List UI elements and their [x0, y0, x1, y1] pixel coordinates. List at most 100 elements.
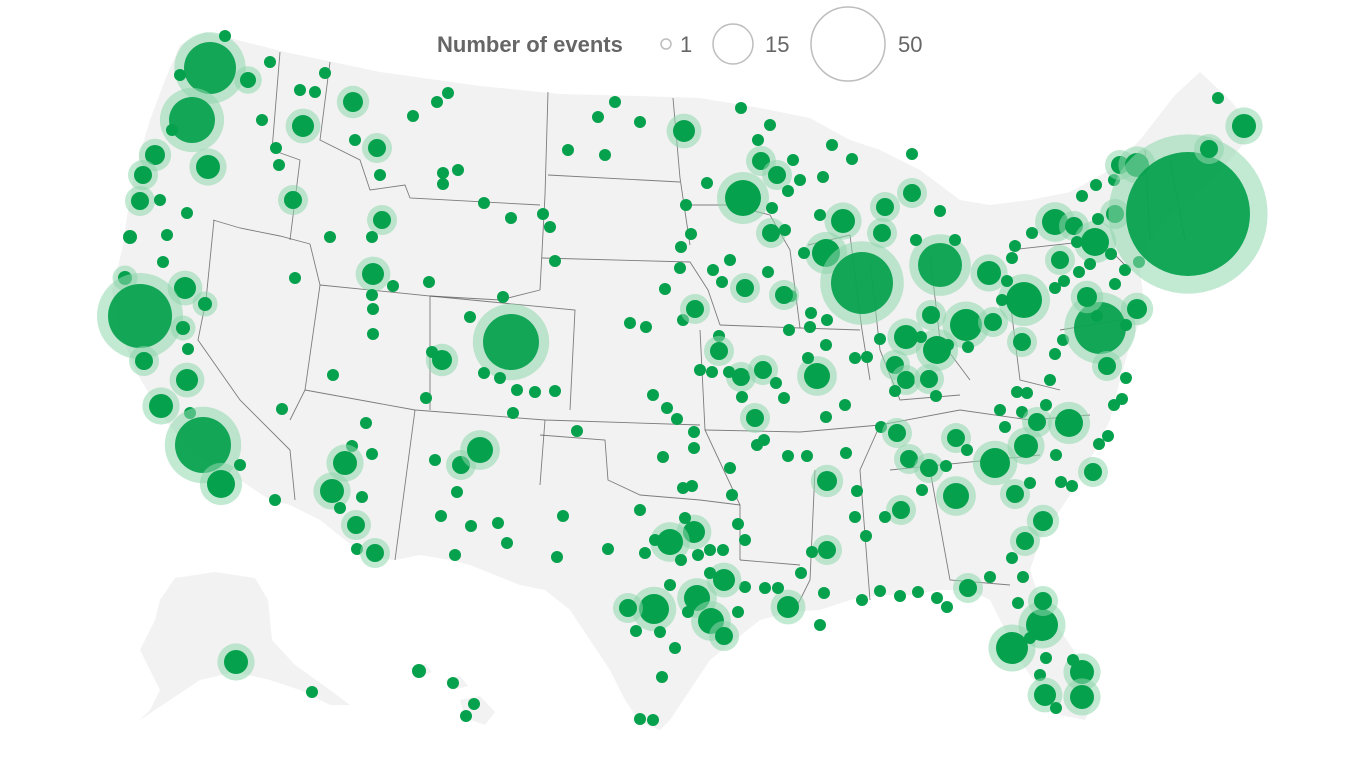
event-marker-dot — [1212, 92, 1224, 104]
event-marker — [806, 546, 818, 558]
event-marker-dot — [324, 231, 336, 243]
event-marker-dot — [661, 402, 673, 414]
event-marker — [972, 440, 1018, 486]
event-marker — [192, 291, 218, 317]
event-marker-dot — [494, 372, 506, 384]
event-marker-dot — [1070, 660, 1094, 684]
event-marker-dot — [184, 42, 236, 94]
event-marker — [264, 56, 276, 68]
event-marker-dot — [431, 96, 443, 108]
event-marker-dot — [131, 192, 149, 210]
event-marker — [634, 116, 646, 128]
event-marker — [631, 586, 677, 632]
event-marker-dot — [1067, 654, 1079, 666]
event-marker-dot — [292, 115, 314, 137]
event-marker — [804, 321, 816, 333]
event-marker — [429, 454, 441, 466]
event-marker — [649, 534, 661, 546]
event-marker-dot — [108, 284, 172, 348]
event-marker — [996, 294, 1008, 306]
event-marker — [125, 186, 155, 216]
event-marker-dot — [367, 328, 379, 340]
event-marker-dot — [174, 277, 196, 299]
event-marker-dot — [874, 585, 886, 597]
event-marker-dot — [602, 543, 614, 555]
event-marker-dot — [801, 450, 813, 462]
event-marker — [319, 67, 331, 79]
event-marker-dot — [656, 671, 668, 683]
event-marker — [861, 351, 873, 363]
event-marker-dot — [916, 484, 928, 496]
event-marker-dot — [762, 266, 774, 278]
event-marker-dot — [1091, 310, 1103, 322]
event-marker — [97, 273, 183, 359]
event-marker-dot — [478, 367, 490, 379]
event-marker-dot — [664, 579, 676, 591]
event-marker-dot — [941, 601, 953, 613]
event-marker — [1194, 134, 1224, 164]
event-marker — [970, 254, 1008, 292]
event-marker-dot — [551, 551, 563, 563]
event-marker — [659, 283, 671, 295]
event-marker-dot — [640, 321, 652, 333]
event-marker-dot — [176, 321, 190, 335]
event-marker — [306, 686, 318, 698]
event-marker-dot — [779, 224, 791, 236]
event-marker — [1050, 449, 1062, 461]
event-marker — [936, 476, 976, 516]
event-marker — [961, 444, 973, 456]
event-marker-dot — [849, 511, 861, 523]
event-marker — [1055, 476, 1067, 488]
event-marker — [285, 108, 321, 144]
event-marker — [449, 549, 461, 561]
event-marker-dot — [507, 407, 519, 419]
event-marker-dot — [562, 144, 574, 156]
event-marker-dot — [442, 87, 454, 99]
event-marker — [801, 450, 813, 462]
event-marker-dot — [175, 417, 231, 473]
event-marker — [1024, 632, 1036, 644]
event-marker-dot — [207, 470, 235, 498]
event-marker — [161, 229, 173, 241]
event-marker — [849, 352, 861, 364]
event-marker-dot — [273, 159, 285, 171]
event-marker — [915, 331, 927, 343]
event-marker-dot — [1232, 114, 1256, 138]
event-marker — [916, 484, 928, 496]
event-marker-dot — [675, 554, 687, 566]
event-marker-dot — [1001, 275, 1013, 287]
event-marker — [634, 504, 646, 516]
event-marker-dot — [814, 209, 826, 221]
event-marker-dot — [1116, 393, 1128, 405]
legend: Number of events 1 15 50 — [437, 6, 922, 82]
event-marker-dot — [435, 510, 447, 522]
event-marker-dot — [888, 424, 906, 442]
event-marker — [324, 231, 336, 243]
event-marker-dot — [762, 224, 780, 242]
event-marker — [219, 30, 231, 42]
event-marker-dot — [962, 341, 974, 353]
event-marker — [529, 386, 541, 398]
event-marker — [894, 590, 906, 602]
event-marker-dot — [818, 541, 836, 559]
event-marker — [366, 448, 378, 460]
event-marker — [949, 234, 961, 246]
event-marker — [1024, 477, 1036, 489]
event-marker — [571, 425, 583, 437]
event-marker-dot — [269, 494, 281, 506]
event-marker-dot — [876, 198, 894, 216]
event-marker — [1026, 504, 1060, 538]
event-marker — [562, 144, 574, 156]
event-marker — [544, 221, 556, 233]
event-marker-dot — [134, 166, 152, 184]
event-marker — [1084, 258, 1096, 270]
event-marker-dot — [1084, 463, 1102, 481]
event-marker-dot — [794, 174, 806, 186]
event-marker — [366, 231, 378, 243]
event-marker-dot — [1026, 609, 1058, 641]
event-marker — [709, 621, 739, 651]
event-marker — [1076, 190, 1088, 202]
event-marker — [276, 403, 288, 415]
event-marker-dot — [347, 516, 365, 534]
